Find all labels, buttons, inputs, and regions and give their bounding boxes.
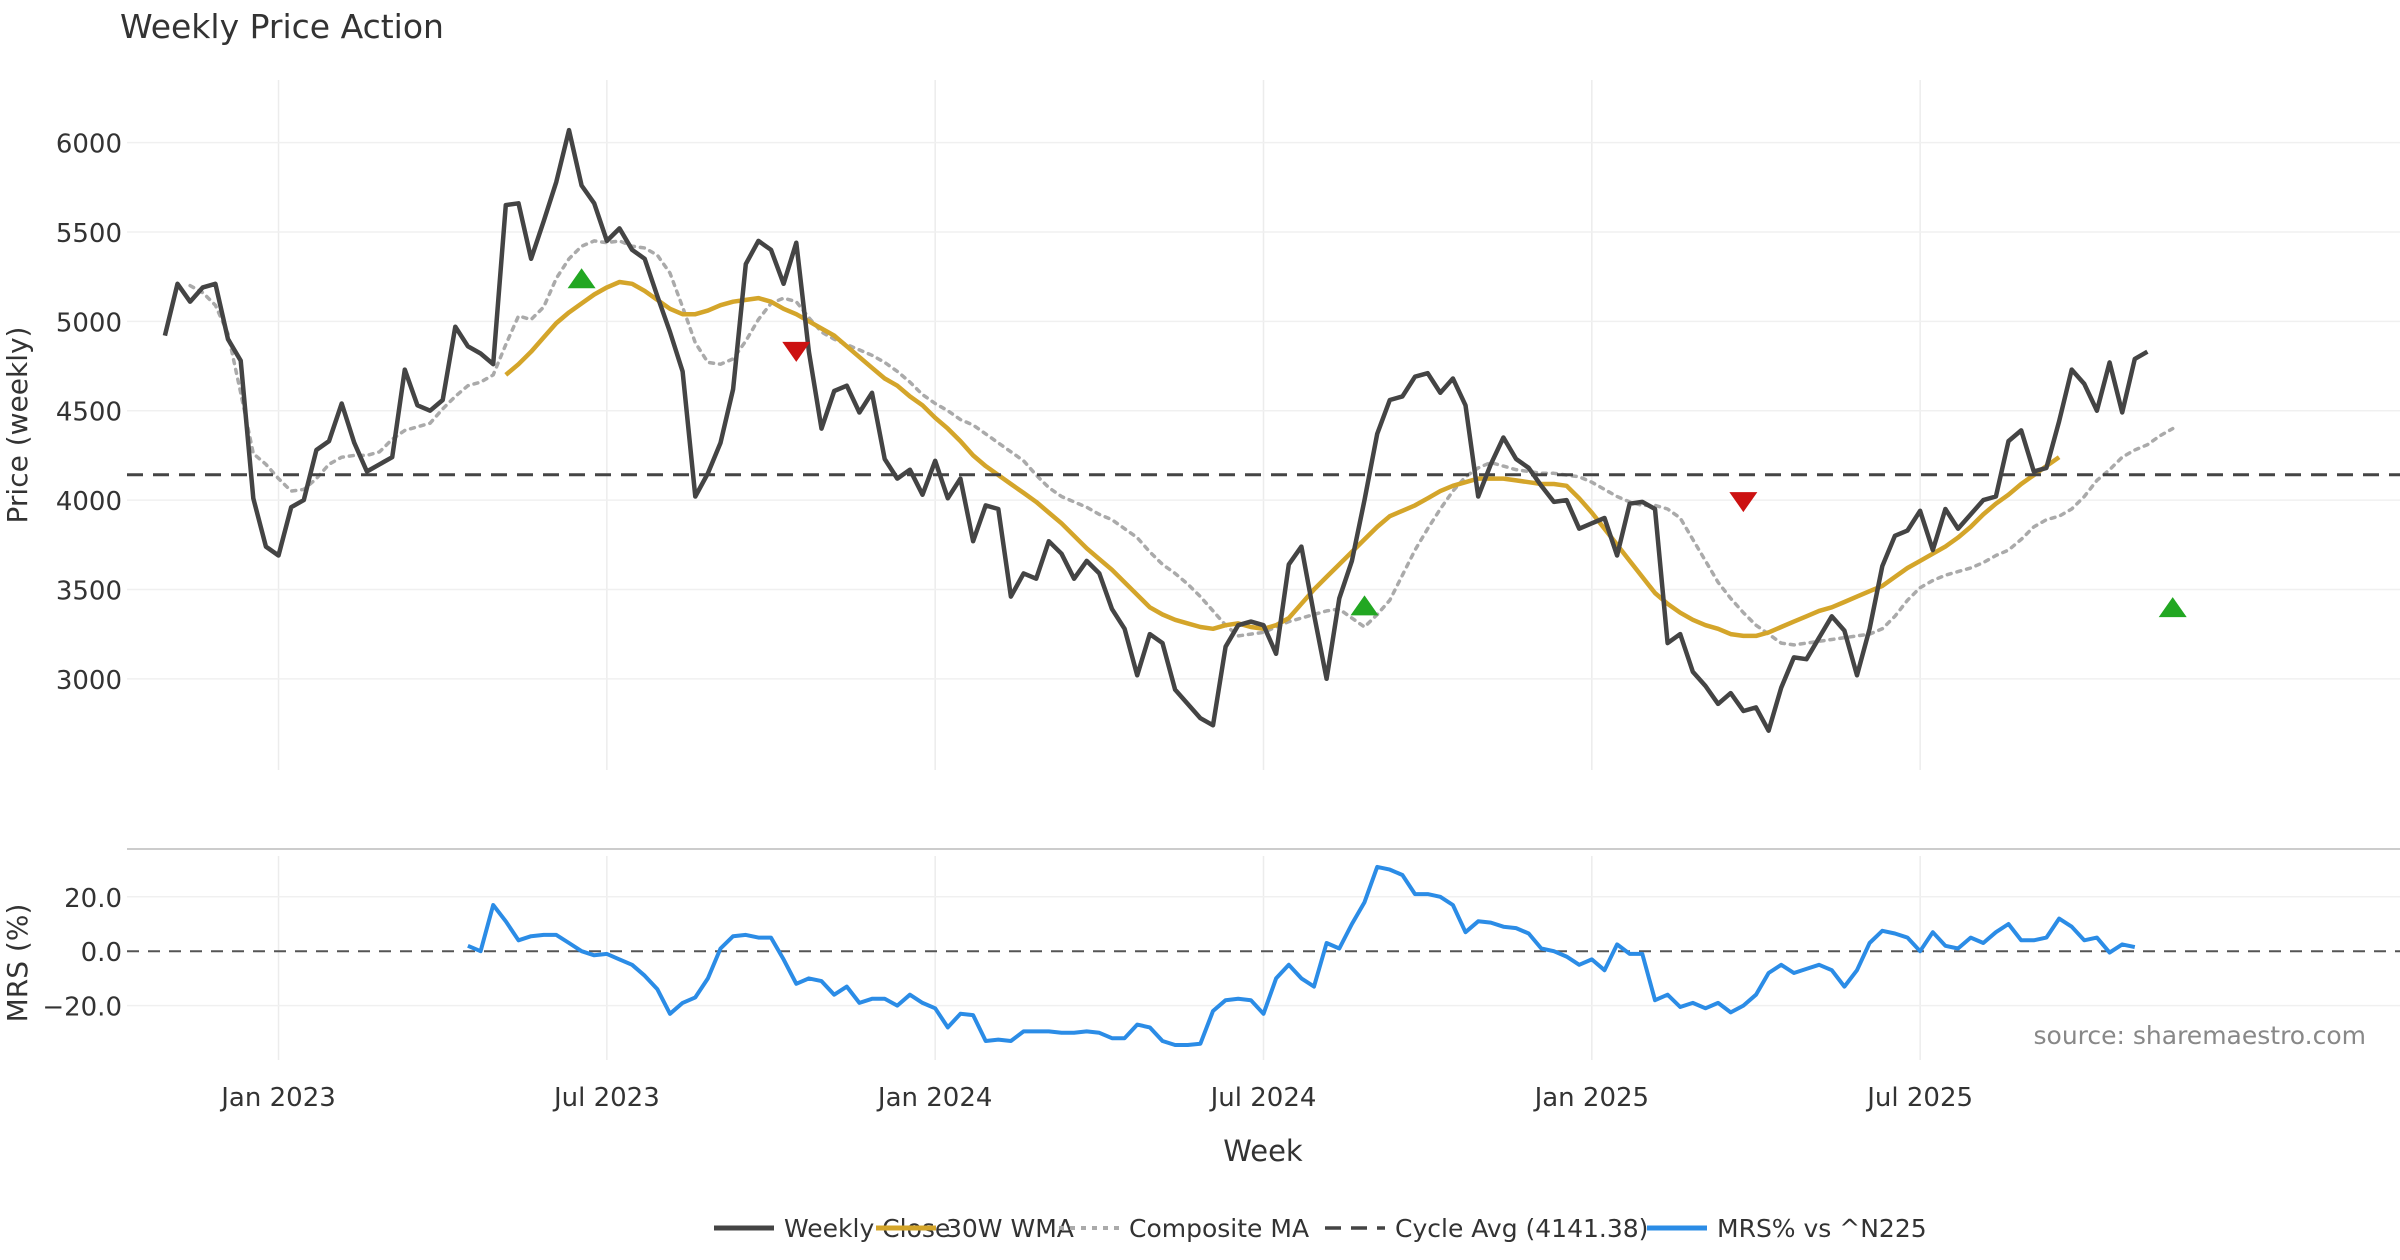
trade-signals xyxy=(567,268,2187,618)
sell-signal-marker xyxy=(782,341,811,362)
legend-label: MRS% vs ^N225 xyxy=(1717,1214,1927,1243)
price-y-tick-label: 4500 xyxy=(56,398,122,428)
price-axis-label: Price (weekly) xyxy=(1,327,34,524)
series-mrs-vs-n225 xyxy=(467,864,2136,1047)
price-y-tick-label: 3500 xyxy=(56,576,122,606)
x-tick-label: Jul 2023 xyxy=(552,1083,660,1113)
mrs-axis-label: MRS (%) xyxy=(1,904,34,1023)
legend-label: Composite MA xyxy=(1129,1214,1309,1243)
series-weekly-close xyxy=(162,127,2149,733)
x-tick-label: Jan 2024 xyxy=(876,1083,993,1113)
chart-title: Weekly Price Action xyxy=(120,7,444,46)
price-y-ticks: 3000 3500 4000 4500 5000 5500 6000 xyxy=(56,130,122,696)
legend-label: Cycle Avg (4141.38) xyxy=(1395,1214,1648,1243)
buy-signal-marker xyxy=(567,268,596,289)
sell-signal-marker xyxy=(1729,492,1758,513)
buy-signal-marker xyxy=(2158,597,2187,618)
legend-label: 30W WMA xyxy=(946,1214,1074,1243)
price-y-tick-label: 3000 xyxy=(56,666,122,696)
series-composite-ma xyxy=(188,239,2175,647)
mrs-series xyxy=(127,864,2400,1047)
mrs-y-ticks: −20.0 0.0 20.0 xyxy=(42,884,122,1023)
price-series xyxy=(127,127,2400,733)
buy-signal-marker xyxy=(1350,595,1379,616)
price-y-tick-label: 5000 xyxy=(56,308,122,338)
price-y-tick-label: 5500 xyxy=(56,219,122,249)
x-tick-label: Jul 2024 xyxy=(1209,1083,1317,1113)
mrs-y-tick-label: −20.0 xyxy=(42,993,122,1023)
x-ticks: Jan 2023 Jul 2023 Jan 2024 Jul 2024 Jan 2025… xyxy=(219,1083,1973,1113)
price-y-tick-label: 4000 xyxy=(56,487,122,517)
mrs-y-tick-label: 0.0 xyxy=(81,938,122,968)
price-y-tick-label: 6000 xyxy=(56,130,122,160)
x-tick-label: Jan 2025 xyxy=(1533,1083,1650,1113)
mrs-y-tick-label: 20.0 xyxy=(64,884,122,914)
x-tick-label: Jan 2023 xyxy=(219,1083,336,1113)
x-tick-label: Jul 2025 xyxy=(1865,1083,1973,1113)
x-axis-label: Week xyxy=(1223,1134,1303,1168)
source-credit: source: sharemaestro.com xyxy=(2034,1021,2367,1050)
